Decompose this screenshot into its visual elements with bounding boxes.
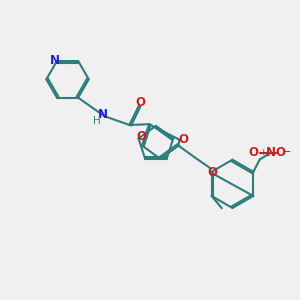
Text: O: O	[136, 130, 146, 143]
Text: +: +	[259, 148, 266, 157]
Text: O: O	[135, 96, 145, 109]
Text: H: H	[93, 116, 101, 126]
Text: N: N	[98, 108, 108, 121]
Text: N: N	[50, 55, 60, 68]
Text: O: O	[275, 146, 285, 159]
Text: O: O	[178, 133, 188, 146]
Text: N: N	[266, 146, 275, 159]
Text: O: O	[207, 166, 217, 178]
Text: −: −	[282, 147, 291, 157]
Text: O: O	[248, 146, 258, 159]
